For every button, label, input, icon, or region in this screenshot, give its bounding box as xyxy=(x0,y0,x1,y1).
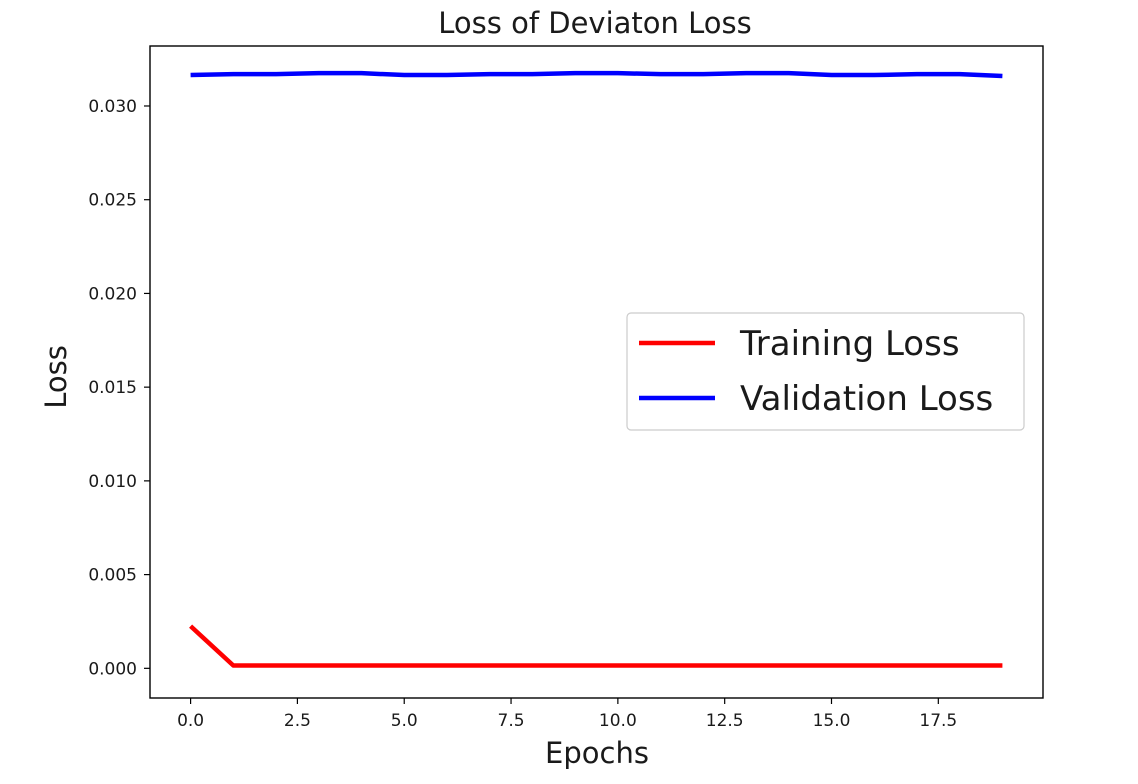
legend: Training Loss Validation Loss xyxy=(626,312,1025,431)
legend-box xyxy=(626,312,1025,431)
x-tick-label: 10.0 xyxy=(599,711,637,731)
plot-area: 0.0 2.5 5.0 7.5 10.0 12.5 15.0 17.5 0.000 0.005 0.… xyxy=(88,45,1044,731)
y-tick-label: 0.005 xyxy=(88,566,137,586)
y-tick-label: 0.010 xyxy=(88,472,137,492)
x-tick-label: 7.5 xyxy=(498,711,525,731)
y-tick-label: 0.015 xyxy=(88,378,137,398)
x-tick-label: 15.0 xyxy=(813,711,851,731)
y-axis-label: Loss xyxy=(39,345,73,409)
x-tick-label: 2.5 xyxy=(284,711,311,731)
x-tick-label: 5.0 xyxy=(391,711,418,731)
y-tick-label: 0.030 xyxy=(88,97,137,117)
x-tick-label: 17.5 xyxy=(919,711,957,731)
y-tick-label: 0.020 xyxy=(88,284,137,304)
series-line-training-loss xyxy=(189,624,1003,668)
plot-frame xyxy=(149,45,1044,699)
y-tick-label: 0.000 xyxy=(88,659,137,679)
legend-label-training-loss: Training Loss xyxy=(739,324,960,364)
x-tick-label: 12.5 xyxy=(706,711,744,731)
y-tick-label: 0.025 xyxy=(88,191,137,211)
x-tick-label: 0.0 xyxy=(177,711,204,731)
chart-title: Loss of Deviaton Loss xyxy=(438,6,751,40)
series-line-validation-loss xyxy=(190,70,1003,79)
x-axis-label: Epochs xyxy=(545,736,649,770)
legend-label-validation-loss: Validation Loss xyxy=(740,379,993,419)
